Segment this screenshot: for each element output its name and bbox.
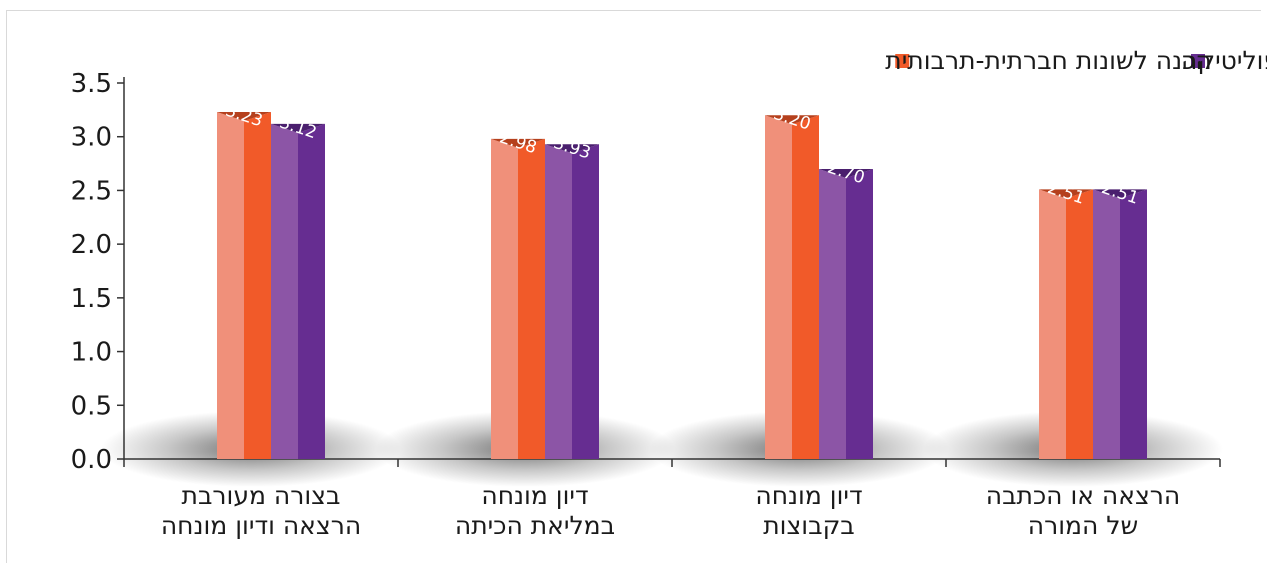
bar-purple-top-face xyxy=(1093,189,1147,199)
y-tick-label: 3.5 xyxy=(71,69,112,99)
y-tick-label: 0.5 xyxy=(71,391,112,421)
legend-swatch-purple xyxy=(1191,54,1205,68)
bar-orange-front-face xyxy=(792,115,819,459)
bar-purple-top-face xyxy=(271,123,325,133)
category-label: הרצאה ודיון מונחה xyxy=(161,511,361,540)
bar-orange-top-face xyxy=(491,138,545,148)
bar-orange-front-face xyxy=(244,112,271,460)
bar-orange-front-face xyxy=(1066,189,1093,459)
bar-orange-side-face xyxy=(491,138,518,459)
bar-purple-front-face xyxy=(572,144,599,459)
bar-orange-side-face xyxy=(1039,189,1066,459)
y-tick-label: 2.0 xyxy=(71,230,112,260)
bar-orange-side-face xyxy=(217,112,244,460)
bar-purple-front-face xyxy=(298,123,325,459)
category-label: הרצאה או הכתבה xyxy=(986,481,1181,510)
bar-purple-side-face xyxy=(1093,189,1120,459)
bar-purple-side-face xyxy=(545,144,572,459)
category-label: דיון מונחה xyxy=(481,481,588,510)
bar-purple-top-face xyxy=(545,144,599,154)
y-tick-label: 0.0 xyxy=(71,445,112,475)
legend-label: הגברת עניין בפוליטיקה xyxy=(1181,46,1267,75)
y-tick-label: 1.5 xyxy=(71,284,112,314)
bar-orange-front-face xyxy=(518,138,545,459)
category-label: של המורה xyxy=(1028,511,1138,540)
y-tick-label: 3.0 xyxy=(71,123,112,153)
bar-orange-top-face xyxy=(1039,189,1093,199)
category-label: בקבוצות xyxy=(763,511,855,540)
category-label: דיון מונחה xyxy=(755,481,862,510)
bar-orange-top-face xyxy=(217,112,271,122)
bar-purple-front-face xyxy=(1120,189,1147,459)
bar-purple-top-face xyxy=(819,168,873,178)
bar-purple-front-face xyxy=(846,168,873,459)
bar-purple-side-face xyxy=(271,123,298,459)
y-tick-label: 2.5 xyxy=(71,176,112,206)
chart-frame xyxy=(6,10,1261,563)
category-label: במליאת הכיתה xyxy=(455,511,615,540)
bar-purple-side-face xyxy=(819,168,846,459)
y-tick-label: 1.0 xyxy=(71,338,112,368)
bar-orange-top-face xyxy=(765,115,819,125)
bar-orange-side-face xyxy=(765,115,792,459)
legend-label: הכנה לשונות חברתית-תרבותית xyxy=(885,46,1211,75)
category-label: בצורה מעורבת xyxy=(182,481,341,510)
legend-swatch-orange xyxy=(895,54,910,68)
